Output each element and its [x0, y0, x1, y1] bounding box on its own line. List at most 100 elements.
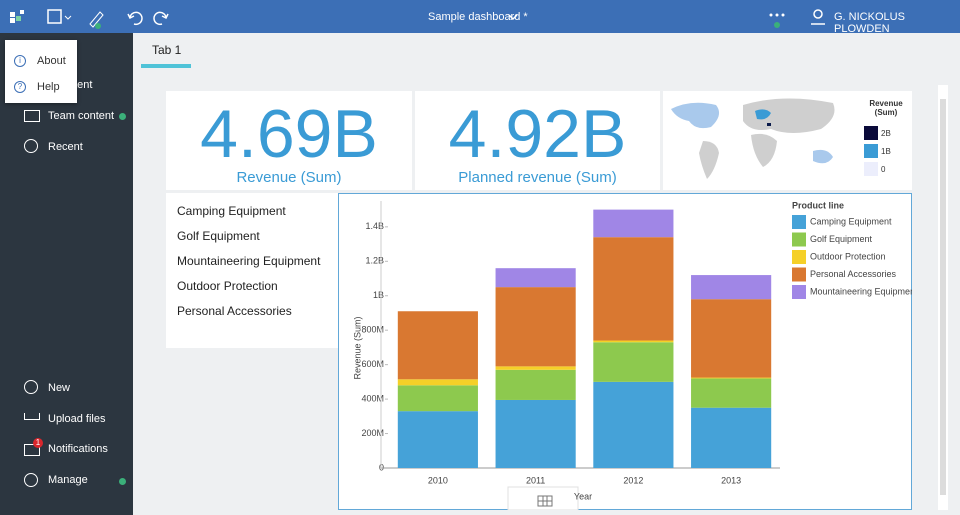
legend-label: 1B	[881, 147, 891, 156]
toolbar-icons[interactable]	[10, 8, 190, 30]
table-icon	[537, 495, 553, 507]
bar-segment	[397, 385, 478, 412]
y-tick-label: 200M	[361, 428, 384, 438]
bar-segment	[691, 275, 772, 300]
x-tick-label: 2010	[428, 475, 448, 485]
bar-segment	[593, 342, 674, 382]
bar-segment	[593, 340, 674, 343]
chart-border	[338, 193, 912, 510]
y-tick-label: 1.4B	[365, 221, 384, 231]
bar-segment	[691, 299, 772, 378]
bar-segment	[397, 379, 478, 386]
bar-segment	[495, 287, 576, 367]
title-chevron[interactable]	[508, 13, 518, 21]
tab-underline	[141, 64, 191, 68]
bar-segment	[397, 311, 478, 380]
status-dot	[119, 478, 126, 485]
bar-segment	[495, 369, 576, 400]
y-tick-label: 400M	[361, 393, 384, 403]
world-map	[671, 98, 835, 179]
top-bar: Sample dashboard * G. NICKOLUS PLOWDEN	[0, 0, 960, 35]
nav-item[interactable]: Recent	[48, 141, 83, 153]
legend-swatch	[792, 285, 806, 299]
list-item[interactable]: Mountaineering Equipment	[177, 254, 321, 268]
map-widget[interactable]: Revenue (Sum) 2B 1B 0	[663, 91, 912, 190]
y-tick-label: 1.2B	[365, 256, 384, 266]
kpi-label: Planned revenue (Sum)	[458, 169, 617, 186]
upload-icon	[24, 413, 40, 420]
bar-segment	[593, 209, 674, 238]
legend-swatch	[792, 250, 806, 264]
tab[interactable]: Tab 1	[152, 43, 182, 57]
kpi-label: Revenue (Sum)	[236, 169, 342, 186]
x-tick-label: 2013	[721, 475, 741, 485]
nav-item[interactable]: Manage	[48, 474, 88, 486]
team-icon	[24, 110, 40, 122]
legend-swatch	[864, 162, 878, 176]
legend-label: 2B	[881, 129, 891, 138]
manage-icon	[24, 473, 38, 487]
legend-label: Personal Accessories	[810, 269, 897, 279]
y-tick-label: 1B	[373, 290, 384, 300]
legend-label: Outdoor Protection	[810, 251, 886, 261]
legend-label: Mountaineering Equipment	[810, 286, 912, 296]
bar-segment	[495, 268, 576, 288]
kpi-widget[interactable]: 4.69B Revenue (Sum)	[166, 91, 412, 190]
legend: Camping Equipment Golf Equipment Outdoor P…	[792, 215, 912, 299]
x-axis-title: Year	[574, 491, 592, 501]
about-icon: i	[14, 55, 26, 67]
more-and-user-icons[interactable]	[768, 8, 828, 30]
user-name[interactable]: G. NICKOLUS PLOWDEN	[834, 11, 905, 35]
scrollbar[interactable]	[938, 85, 948, 510]
legend-swatch	[792, 215, 806, 229]
bar-segment	[691, 377, 772, 379]
bar-chart[interactable]: Revenue (Sum) Product line Year 0200M400…	[338, 193, 912, 510]
recent-icon	[24, 139, 38, 153]
list-item[interactable]: Personal Accessories	[177, 304, 292, 318]
status-dot	[119, 113, 126, 120]
kpi-value: 4.69B	[200, 96, 378, 172]
new-icon	[24, 380, 38, 394]
help-icon: ?	[14, 81, 26, 93]
kpi-value: 4.92B	[448, 96, 627, 172]
notification-icon	[24, 444, 40, 456]
bar-segment	[495, 399, 576, 468]
bar-segment	[495, 366, 576, 370]
notification-badge: 1	[33, 438, 43, 448]
bar-segment	[593, 237, 674, 341]
sidebar: ntent Team content Recent New Upload fil…	[0, 33, 133, 515]
y-tick-label: 800M	[361, 325, 384, 335]
y-tick-label: 600M	[361, 359, 384, 369]
menu-item[interactable]: Help	[37, 81, 60, 93]
dashboard-title[interactable]: Sample dashboard *	[428, 11, 528, 23]
list-item[interactable]: Golf Equipment	[177, 229, 260, 243]
nav-item[interactable]: New	[48, 382, 71, 394]
bar-segment	[691, 378, 772, 408]
kpi-widget[interactable]: 4.92B Planned revenue (Sum)	[415, 91, 660, 190]
x-tick-label: 2011	[526, 475, 545, 485]
nav-item[interactable]: Team content	[48, 110, 115, 122]
y-axis-title: Revenue (Sum)	[352, 316, 362, 379]
list-item[interactable]: Outdoor Protection	[177, 279, 278, 293]
map-legend-title: Revenue (Sum)	[869, 99, 903, 117]
legend-label: Camping Equipment	[810, 216, 892, 226]
menu-item[interactable]: About	[37, 55, 66, 67]
bar-segment	[593, 381, 674, 468]
list-item[interactable]: Camping Equipment	[177, 204, 286, 218]
legend-swatch	[792, 232, 806, 247]
list-widget[interactable]: Camping Equipment Golf Equipment Mountai…	[166, 193, 338, 348]
bar-segment	[691, 407, 772, 468]
nav-item[interactable]: Notifications	[48, 443, 108, 455]
popup-menu: i About ? Help	[5, 40, 77, 103]
legend-label: Golf Equipment	[810, 234, 873, 244]
nav-item[interactable]: Upload files	[48, 413, 106, 425]
x-tick-label: 2012	[623, 475, 643, 485]
legend-swatch	[792, 267, 806, 282]
scrollbar-thumb[interactable]	[940, 99, 946, 495]
bar-segment	[397, 411, 478, 468]
legend-swatch	[864, 126, 878, 140]
legend-swatch	[864, 144, 878, 158]
legend-title: Product line	[792, 200, 844, 210]
